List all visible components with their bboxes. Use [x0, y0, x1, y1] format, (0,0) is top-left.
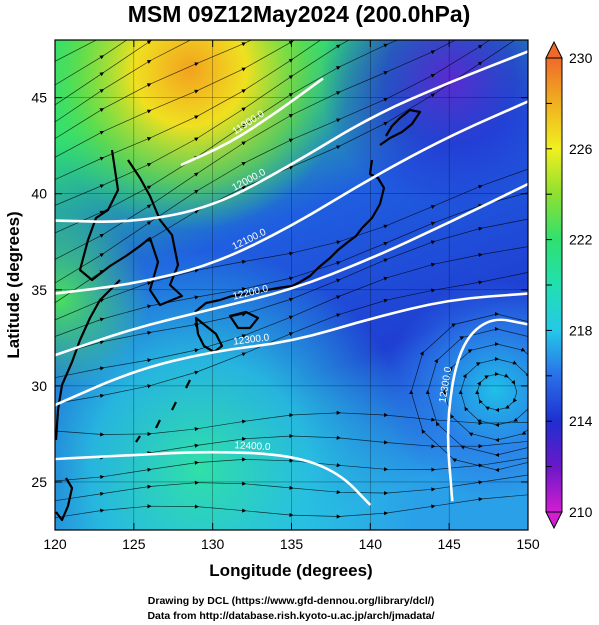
y-axis-label: Latitude (degrees): [4, 211, 23, 358]
colorbar-max-arrow: [545, 40, 563, 59]
y-tick-label: 45: [31, 90, 47, 106]
colorbar-tick-label: 230: [569, 50, 593, 66]
x-tick-label: 125: [122, 536, 146, 552]
height-contours: 11900.012000.012100.012200.012300.012400…: [55, 50, 528, 506]
height-contour-line: [55, 292, 528, 407]
credit-drawing: Drawing by DCL (https://www.gfd-dennou.o…: [148, 595, 434, 607]
colorbar-min-arrow: [545, 511, 563, 530]
x-tick-label: 140: [359, 536, 383, 552]
y-axis-ticks: 25 30 35 40 45: [31, 90, 528, 490]
height-contour-line: [55, 182, 528, 357]
streamline: [55, 272, 528, 404]
height-contour-line: [180, 77, 324, 167]
colorbar-tick-label: 222: [569, 232, 593, 248]
colorbar-tick-label: 218: [569, 322, 593, 338]
height-contour-line: [55, 50, 528, 223]
y-tick-label: 40: [31, 186, 47, 202]
map-panel: 11900.012000.012100.012200.012300.012400…: [55, 40, 528, 530]
x-tick-label: 130: [201, 536, 225, 552]
colorbar-tick-label: 210: [569, 504, 593, 520]
height-contour-line: [55, 450, 372, 506]
y-tick-label: 25: [31, 474, 47, 490]
height-contour-line: [446, 318, 528, 502]
height-contour-line: [55, 100, 528, 295]
colorbar: 210 214 218 222 226 230: [545, 40, 593, 530]
x-tick-label: 120: [43, 536, 67, 552]
credit-data: Data from http://database.rish.kyoto-u.a…: [147, 610, 434, 622]
coastline: [55, 108, 422, 522]
x-axis-label: Longitude (degrees): [209, 561, 372, 580]
streamline-eddy: [409, 311, 528, 473]
colorbar-ticks: 210 214 218 222 226 230: [546, 50, 593, 520]
figure-title: MSM 09Z12May2024 (200.0hPa): [128, 1, 471, 27]
y-tick-label: 30: [31, 378, 47, 394]
x-axis-ticks: 120 125 130 135 140 145 150: [43, 40, 540, 552]
streamline: [55, 494, 528, 519]
streamline: [55, 474, 528, 502]
x-tick-label: 150: [516, 536, 540, 552]
colorbar-tick-label: 226: [569, 141, 593, 157]
colorbar-tick-label: 214: [569, 413, 593, 429]
contour-label: 12400.0: [234, 440, 271, 453]
x-tick-label: 145: [437, 536, 461, 552]
x-tick-label: 135: [280, 536, 304, 552]
y-tick-label: 35: [31, 282, 47, 298]
contour-label: 12300.0: [233, 332, 271, 347]
